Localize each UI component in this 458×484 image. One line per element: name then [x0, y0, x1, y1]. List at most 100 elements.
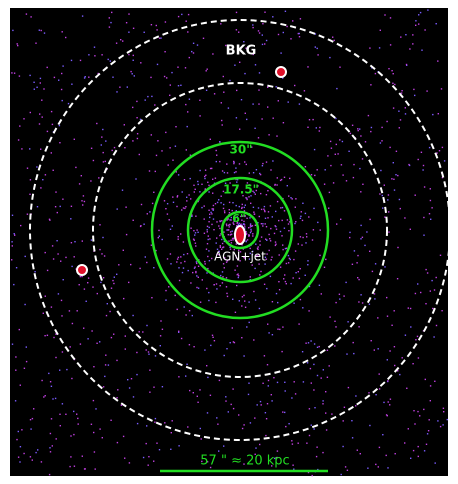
photon	[212, 53, 214, 55]
photon	[29, 148, 31, 150]
photon	[111, 11, 113, 14]
photon	[257, 207, 260, 209]
photon	[286, 219, 289, 221]
photon	[267, 211, 270, 213]
photon	[263, 209, 266, 212]
photon	[147, 351, 150, 353]
photon	[383, 401, 385, 404]
photon	[113, 146, 116, 149]
photon	[166, 258, 169, 260]
photon	[71, 377, 73, 380]
photon	[234, 218, 236, 220]
photon	[88, 76, 90, 78]
photon	[295, 272, 297, 274]
background-annulus	[29, 19, 451, 441]
photon	[413, 410, 415, 412]
photon	[69, 346, 71, 348]
photon	[78, 183, 81, 185]
photon	[235, 11, 238, 14]
photon	[253, 339, 255, 341]
photon	[273, 232, 276, 235]
photon	[308, 285, 311, 288]
photon	[248, 258, 251, 260]
photon	[222, 190, 225, 193]
photon	[238, 300, 240, 302]
photon	[263, 283, 266, 285]
photon	[260, 208, 263, 211]
photon	[435, 23, 437, 25]
photon	[389, 44, 392, 46]
photon	[90, 423, 93, 425]
photon	[193, 191, 195, 193]
photon	[283, 210, 286, 212]
photon	[208, 291, 210, 294]
photon	[355, 395, 357, 397]
photon	[128, 13, 130, 15]
photon	[50, 418, 53, 420]
photon	[249, 217, 251, 219]
photon	[219, 245, 221, 247]
photon	[191, 215, 193, 217]
photon	[178, 445, 180, 447]
photon	[43, 396, 45, 398]
photon	[375, 394, 377, 396]
photon	[242, 195, 244, 197]
photon	[281, 219, 283, 222]
photon	[190, 282, 192, 284]
photon	[425, 268, 427, 271]
photon	[244, 204, 246, 206]
photon	[241, 337, 243, 339]
photon	[49, 381, 52, 383]
photon	[302, 236, 304, 239]
photon	[39, 113, 41, 115]
agn-core	[234, 225, 246, 245]
photon	[149, 369, 151, 371]
photon	[335, 301, 337, 304]
photon	[324, 169, 326, 171]
photon	[267, 217, 269, 219]
photon	[253, 290, 255, 293]
photon	[221, 170, 224, 172]
photon	[423, 216, 425, 219]
photon	[52, 169, 54, 171]
photon	[267, 379, 270, 382]
photon	[261, 118, 263, 120]
photon	[241, 219, 243, 221]
photon	[102, 151, 104, 154]
photon	[333, 39, 335, 42]
photon	[245, 231, 247, 233]
inner-dashed-circle	[92, 82, 388, 378]
photon	[163, 200, 166, 202]
photon	[272, 117, 274, 119]
photon	[235, 171, 237, 173]
photon	[130, 70, 132, 73]
photon	[212, 192, 214, 194]
photon	[358, 326, 360, 328]
photon	[145, 442, 147, 445]
photon	[220, 233, 222, 235]
photon	[394, 364, 396, 367]
photon	[213, 93, 216, 95]
photon	[85, 300, 87, 302]
photon	[136, 137, 139, 140]
photon	[332, 182, 335, 184]
photon	[368, 303, 371, 305]
photon	[112, 76, 114, 78]
photon	[11, 241, 13, 243]
photon	[164, 21, 167, 23]
photon	[299, 298, 302, 301]
photon	[251, 225, 254, 227]
photon	[175, 126, 177, 128]
photon	[219, 141, 221, 143]
photon	[369, 424, 371, 427]
photon	[268, 134, 270, 136]
photon	[384, 14, 386, 16]
photon	[400, 92, 403, 94]
photon	[299, 236, 302, 238]
photon	[230, 242, 233, 244]
photon	[169, 84, 171, 86]
point-source	[76, 264, 88, 276]
photon	[171, 225, 173, 227]
photon	[243, 41, 245, 43]
